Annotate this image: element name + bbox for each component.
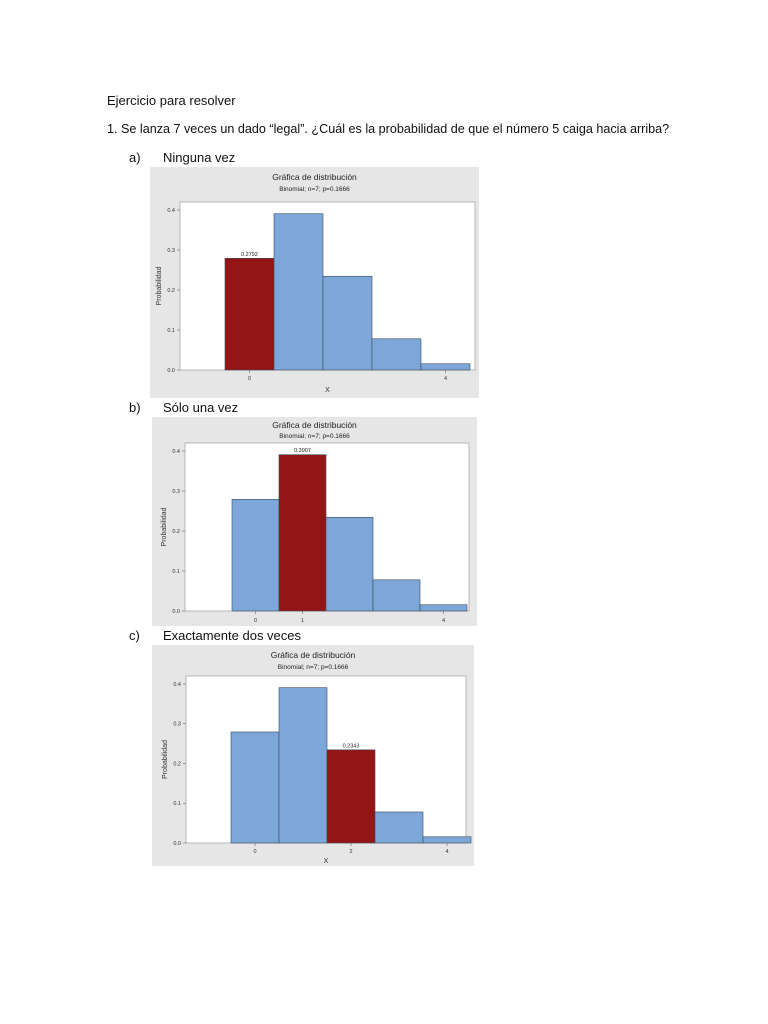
y-tick-label: 0.3 xyxy=(167,248,175,254)
highlighted-bar xyxy=(326,749,376,844)
chart-subtitle: Binomial; n=7; p=0.1666 xyxy=(278,664,349,671)
y-tick-label: 0.4 xyxy=(172,449,180,455)
y-axis-label: Probabilidad xyxy=(162,740,169,779)
y-tick-label: 0.1 xyxy=(167,328,175,334)
y-axis-label: Probabilidad xyxy=(156,266,163,305)
y-tick-label: 0.3 xyxy=(172,489,180,495)
y-tick-label: 0.2 xyxy=(172,529,180,535)
chart-subtitle: Binomial; n=7; p=0.1666 xyxy=(279,186,350,193)
y-tick-label: 0.1 xyxy=(172,569,180,575)
chart-title: Gráfica de distribución xyxy=(272,172,357,182)
chart-svg: Gráfica de distribución Binomial; n=7; p=… xyxy=(156,172,476,394)
y-tick-label: 0.4 xyxy=(167,208,175,214)
item-a-label: Ninguna vez xyxy=(163,150,236,165)
x-tick-label: 1 xyxy=(301,618,304,624)
question-text: 1. Se lanza 7 veces un dado “legal”. ¿Cu… xyxy=(107,122,670,136)
bar xyxy=(278,687,328,844)
x-tick-label: 0 xyxy=(253,849,256,855)
highlighted-bar xyxy=(278,454,327,612)
bar xyxy=(372,579,421,612)
item-b-letter: b) xyxy=(129,400,141,415)
y-axis-label: Probabilidad xyxy=(161,507,168,546)
y-tick-label: 0.2 xyxy=(173,761,181,767)
item-c-letter: c) xyxy=(129,628,140,643)
distribution-chart-c: Gráfica de distribución Binomial; n=7; p=… xyxy=(152,645,474,866)
chart-title: Gráfica de distribución xyxy=(271,650,356,660)
bar xyxy=(374,811,424,844)
item-b: b) Sólo una vez xyxy=(129,400,238,415)
y-tick-label: 0.0 xyxy=(173,841,181,847)
chart-svg: Gráfica de distribución Binomial; n=7; p=… xyxy=(162,650,472,865)
bar-value-label: 0.3907 xyxy=(294,448,311,454)
y-tick-label: 0.0 xyxy=(167,368,175,374)
y-tick-label: 0.3 xyxy=(173,722,181,728)
x-tick-label: 2 xyxy=(349,849,352,855)
distribution-chart-b: Gráfica de distribución Binomial; n=7; p=… xyxy=(152,417,477,626)
y-tick-label: 0.0 xyxy=(172,609,180,615)
bar xyxy=(273,213,324,371)
x-axis-label: X xyxy=(325,387,330,394)
x-tick-label: 0 xyxy=(248,376,251,382)
item-a-letter: a) xyxy=(129,150,141,165)
distribution-chart-a: Gráfica de distribución Binomial; n=7; p=… xyxy=(150,167,479,398)
chart-subtitle: Binomial; n=7; p=0.1666 xyxy=(279,433,350,440)
item-a: a) Ninguna vez xyxy=(129,150,235,165)
y-tick-label: 0.2 xyxy=(167,288,175,294)
x-tick-label: 4 xyxy=(444,376,447,382)
y-tick-label: 0.4 xyxy=(173,682,181,688)
chart-title: Gráfica de distribución xyxy=(272,420,357,430)
item-c-label: Exactamente dos veces xyxy=(163,628,302,643)
bar xyxy=(322,275,373,371)
exercise-heading: Ejercicio para resolver xyxy=(107,93,236,108)
x-tick-label: 4 xyxy=(442,618,445,624)
x-tick-label: 0 xyxy=(254,618,257,624)
bar xyxy=(419,604,468,612)
bar xyxy=(325,516,374,612)
item-c: c) Exactamente dos veces xyxy=(129,628,301,643)
bar-value-label: 0.2343 xyxy=(343,743,360,749)
bar xyxy=(230,731,280,844)
highlighted-bar xyxy=(224,258,275,371)
bar xyxy=(231,499,280,612)
bar xyxy=(371,338,422,371)
chart-svg: Gráfica de distribución Binomial; n=7; p=… xyxy=(161,420,470,624)
x-axis-label: X xyxy=(324,858,329,865)
x-tick-label: 4 xyxy=(445,849,448,855)
y-tick-label: 0.1 xyxy=(173,801,181,807)
bar xyxy=(422,836,472,844)
bar xyxy=(420,363,471,371)
item-b-label: Sólo una vez xyxy=(163,400,239,415)
bar-value-label: 0.2792 xyxy=(241,252,258,258)
